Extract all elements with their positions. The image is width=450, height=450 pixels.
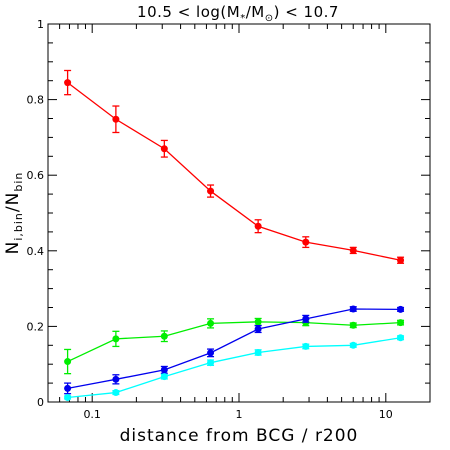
data-point <box>254 318 262 326</box>
series-0 <box>64 69 405 264</box>
chart-title-lead: 10.5 < log(M <box>137 3 240 21</box>
x-tick-label: 1 <box>236 408 243 421</box>
data-point <box>112 115 120 123</box>
data-point <box>160 145 168 153</box>
data-point <box>397 305 405 313</box>
data-point <box>112 389 120 397</box>
x-tick-label: 10 <box>379 408 393 421</box>
data-point <box>349 305 357 313</box>
data-point <box>112 335 120 343</box>
y-axis-ticks: 0 0.2 0.4 0.6 0.8 1 <box>27 18 430 409</box>
y-axis-title-slash: /N <box>3 192 23 212</box>
data-point <box>207 319 215 327</box>
data-point <box>64 393 72 401</box>
data-point <box>349 246 357 254</box>
data-point <box>397 256 405 264</box>
y-tick-label: 1 <box>37 18 44 31</box>
data-point <box>112 375 120 383</box>
y-axis-title-main: N <box>3 241 23 255</box>
series-3 <box>64 334 405 401</box>
data-point <box>160 332 168 340</box>
chart-title-tail: ) < 10.7 <box>274 3 339 21</box>
chart-title: 10.5 < log(M*/M⊙) < 10.7 <box>137 3 339 24</box>
data-point <box>207 187 215 195</box>
data-point <box>397 319 405 327</box>
data-point <box>397 334 405 342</box>
data-point <box>349 321 357 329</box>
y-tick-label: 0.4 <box>27 245 45 258</box>
data-point <box>64 358 72 366</box>
y-tick-label: 0.2 <box>27 320 45 333</box>
y-axis-title-sub1: i,bin <box>12 212 25 241</box>
series-2 <box>64 305 405 395</box>
series-line <box>67 337 401 399</box>
data-point <box>160 366 168 374</box>
data-point <box>207 349 215 357</box>
data-point <box>160 373 168 381</box>
x-axis-title: distance from BCG / r200 <box>120 426 359 446</box>
chart-title-sub2: ⊙ <box>265 13 274 24</box>
data-point <box>64 384 72 392</box>
series-line <box>67 82 401 261</box>
y-tick-label: 0.6 <box>27 169 45 182</box>
series-line <box>67 308 401 390</box>
x-axis-ticks: 0.1 1 10 <box>47 24 431 421</box>
y-axis-title-sub2: bin <box>12 172 25 192</box>
y-axis-title: Ni,bin/Nbin <box>3 172 25 255</box>
data-point <box>302 342 310 350</box>
y-tick-label: 0 <box>37 396 44 409</box>
data-point <box>254 348 262 356</box>
data-point <box>254 325 262 333</box>
data-point <box>302 315 310 323</box>
data-point <box>207 359 215 367</box>
data-point <box>349 341 357 349</box>
data-point <box>64 79 72 87</box>
data-point <box>302 238 310 246</box>
data-point <box>254 222 262 230</box>
y-tick-label: 0.8 <box>27 94 45 107</box>
chart-title-sub1: * <box>240 13 246 24</box>
x-tick-label: 0.1 <box>83 408 101 421</box>
series-line <box>67 321 401 363</box>
plot-frame <box>47 23 431 403</box>
series-layer <box>64 69 405 401</box>
chart-title-mid: /M <box>246 3 265 21</box>
